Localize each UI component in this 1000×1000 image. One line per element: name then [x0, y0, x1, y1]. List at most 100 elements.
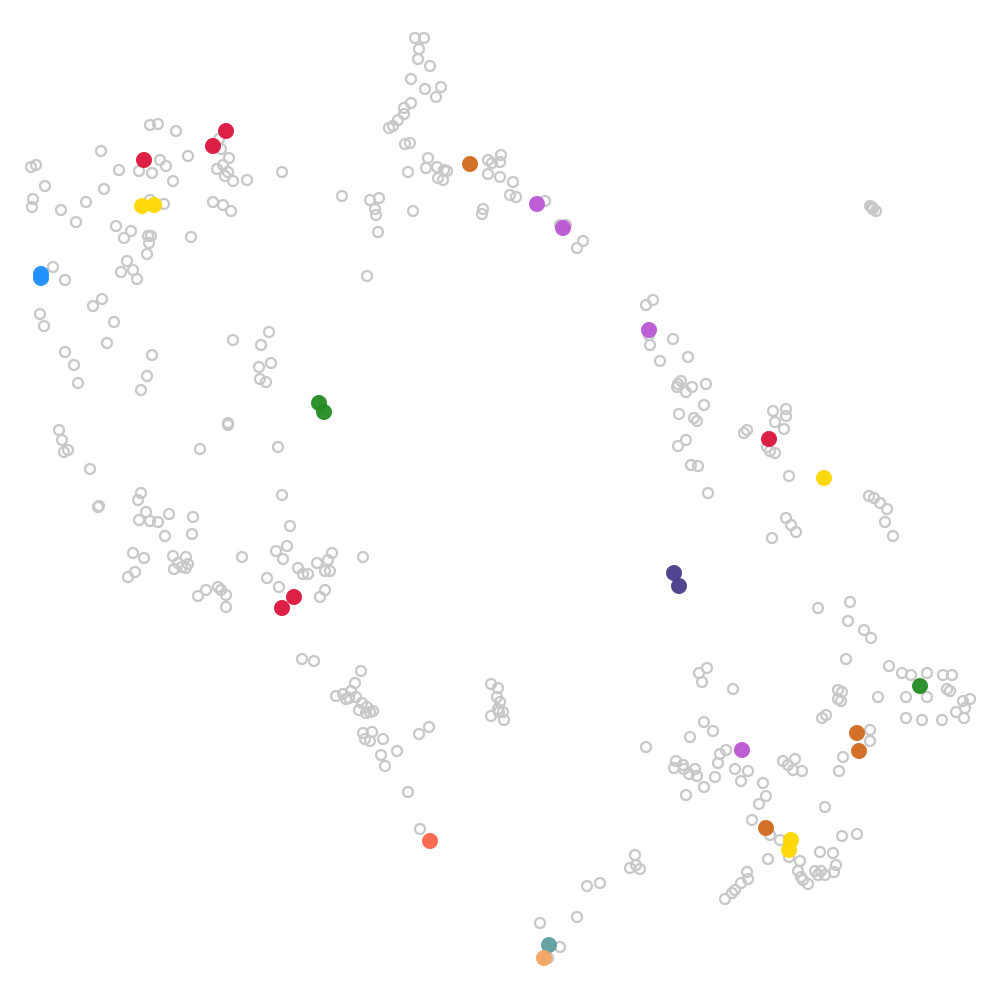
scatter-point [368, 202, 382, 216]
scatter-point [356, 726, 370, 740]
scatter-point [181, 149, 195, 163]
scatter-point [691, 459, 705, 473]
scatter-point [25, 200, 39, 214]
scatter-point [835, 829, 849, 843]
scatter-point [728, 762, 742, 776]
scatter-point [593, 876, 607, 890]
scatter-point [945, 668, 959, 682]
scatter-point [145, 348, 159, 362]
scatter-point [719, 743, 733, 757]
scatter-point [671, 377, 685, 391]
scatter-point [339, 692, 353, 706]
scatter-point [734, 774, 748, 788]
scatter-point [789, 525, 803, 539]
scatter-point [226, 333, 240, 347]
scatter-point [369, 208, 383, 222]
scatter-point [708, 770, 722, 784]
scatter-point [878, 515, 892, 529]
scatter-point [211, 580, 225, 594]
scatter-point [356, 550, 370, 564]
scatter-point [159, 159, 173, 173]
scatter-point [725, 886, 739, 900]
scatter-point [570, 241, 584, 255]
scatter-point [718, 892, 732, 906]
scatter-point [701, 486, 715, 500]
scatter-point [378, 759, 392, 773]
scatter-point [221, 165, 235, 179]
scatter-point [756, 776, 770, 790]
scatter-point [29, 158, 43, 172]
highlighted-scatter-point [912, 678, 928, 694]
scatter-point [496, 705, 510, 719]
scatter-point [219, 600, 233, 614]
scatter-point [779, 402, 793, 416]
scatter-point [37, 319, 51, 333]
scatter-point [429, 90, 443, 104]
scatter-point [920, 666, 934, 680]
scatter-point [687, 411, 701, 425]
scatter-point [130, 272, 144, 286]
scatter-point [142, 236, 156, 250]
scatter-point [134, 486, 148, 500]
scatter-point [412, 42, 426, 56]
scatter-point [283, 519, 297, 533]
scatter-point [940, 682, 954, 696]
scatter-point [793, 854, 807, 868]
scatter-point [873, 496, 887, 510]
scatter-point [167, 562, 181, 576]
scatter-point [26, 192, 40, 206]
scatter-point [863, 734, 877, 748]
scatter-point [107, 315, 121, 329]
scatter-point [728, 883, 742, 897]
scatter-point [646, 293, 660, 307]
scatter-point [813, 845, 827, 859]
scatter-point [827, 865, 841, 879]
highlighted-scatter-point [851, 743, 867, 759]
scatter-point [109, 219, 123, 233]
highlighted-scatter-point [529, 196, 545, 212]
scatter-point [126, 546, 140, 560]
scatter-point [956, 694, 970, 708]
scatter-point [280, 539, 294, 553]
scatter-point [761, 852, 775, 866]
scatter-point [700, 661, 714, 675]
scatter-point [493, 155, 507, 169]
scatter-point [132, 513, 146, 527]
scatter-point [240, 173, 254, 187]
scatter-point [390, 744, 404, 758]
scatter-point [94, 144, 108, 158]
scatter-point [653, 354, 667, 368]
scatter-point [335, 189, 349, 203]
scatter-point [834, 694, 848, 708]
scatter-point [253, 372, 267, 386]
scatter-point [325, 546, 339, 560]
scatter-point [475, 207, 489, 221]
scatter-point [672, 407, 686, 421]
scatter-point [815, 711, 829, 725]
scatter-point [143, 514, 157, 528]
scatter-point [92, 499, 106, 513]
scatter-point [206, 195, 220, 209]
scatter-point [899, 690, 913, 704]
scatter-point [134, 383, 148, 397]
scatter-point [957, 711, 971, 725]
highlighted-scatter-point [641, 322, 657, 338]
scatter-point [935, 713, 949, 727]
unhighlighted-points [24, 31, 977, 965]
scatter-point [782, 469, 796, 483]
scatter-point [216, 198, 230, 212]
scatter-point [904, 668, 918, 682]
scatter-point [366, 704, 380, 718]
scatter-point [179, 561, 193, 575]
highlighted-scatter-point [541, 937, 557, 953]
scatter-point [374, 748, 388, 762]
scatter-point [865, 200, 879, 214]
scatter-point [741, 764, 755, 778]
scatter-point [784, 518, 798, 532]
scatter-point [740, 423, 754, 437]
highlighted-scatter-point [33, 270, 49, 286]
scatter-point [262, 325, 276, 339]
highlighted-points [33, 123, 928, 966]
scatter-point [841, 614, 855, 628]
scatter-point [752, 797, 766, 811]
